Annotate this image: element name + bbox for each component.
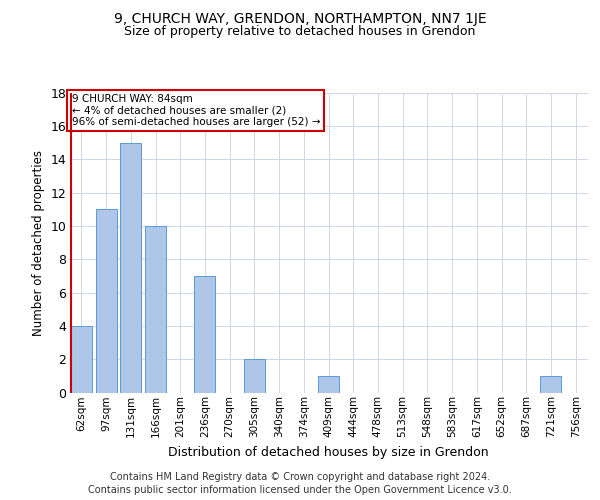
Bar [71, 326, 92, 392]
Bar [541, 376, 562, 392]
Bar [120, 142, 141, 392]
Text: 9 CHURCH WAY: 84sqm
← 4% of detached houses are smaller (2)
96% of semi-detached: 9 CHURCH WAY: 84sqm ← 4% of detached hou… [71, 94, 320, 127]
X-axis label: Distribution of detached houses by size in Grendon: Distribution of detached houses by size … [168, 446, 489, 458]
Bar [244, 359, 265, 392]
Text: 9, CHURCH WAY, GRENDON, NORTHAMPTON, NN7 1JE: 9, CHURCH WAY, GRENDON, NORTHAMPTON, NN7… [113, 12, 487, 26]
Y-axis label: Number of detached properties: Number of detached properties [32, 150, 45, 336]
Text: Size of property relative to detached houses in Grendon: Size of property relative to detached ho… [124, 25, 476, 38]
Bar [194, 276, 215, 392]
Text: Contains HM Land Registry data © Crown copyright and database right 2024.: Contains HM Land Registry data © Crown c… [110, 472, 490, 482]
Bar [318, 376, 339, 392]
Bar [95, 209, 116, 392]
Bar [145, 226, 166, 392]
Text: Contains public sector information licensed under the Open Government Licence v3: Contains public sector information licen… [88, 485, 512, 495]
